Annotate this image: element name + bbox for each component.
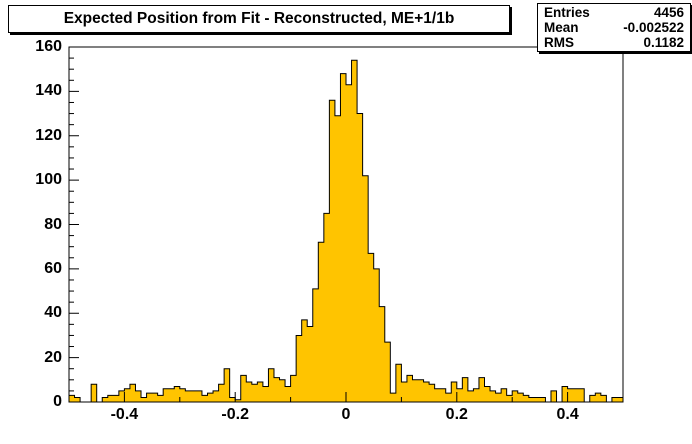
stat-row-mean: Mean -0.002522 — [538, 20, 690, 35]
histogram-bars — [68, 59, 624, 403]
stat-value-rms: 0.1182 — [643, 35, 684, 50]
y-tick-label: 80 — [44, 215, 62, 233]
y-tick-label: 100 — [35, 171, 62, 189]
stat-value-mean: -0.002522 — [623, 20, 684, 35]
stat-label-rms: RMS — [544, 35, 574, 50]
x-tick-label: 0.2 — [445, 406, 468, 423]
y-tick-label: 160 — [35, 38, 62, 55]
y-tick-label: 60 — [44, 259, 62, 277]
stats-box: Entries 4456 Mean -0.002522 RMS 0.1182 — [537, 3, 691, 52]
chart-title: Expected Position from Fit - Reconstruct… — [63, 10, 455, 27]
x-tick-label: -0.4 — [110, 406, 139, 423]
stat-value-entries: 4456 — [653, 5, 684, 20]
stat-label-mean: Mean — [544, 20, 579, 35]
y-tick-label: 140 — [35, 82, 62, 100]
y-tick-label: 20 — [44, 348, 62, 366]
y-tick-label: 0 — [53, 393, 62, 410]
y-tick-label: 40 — [44, 304, 62, 322]
x-tick-label: -0.2 — [221, 406, 249, 423]
y-tick-label: 120 — [35, 126, 62, 144]
stat-row-rms: RMS 0.1182 — [538, 35, 690, 50]
stat-row-entries: Entries 4456 — [538, 5, 690, 20]
x-tick-label: 0 — [341, 406, 351, 423]
x-tick-label: 0.4 — [556, 406, 579, 423]
stat-label-entries: Entries — [544, 5, 590, 20]
title-box: Expected Position from Fit - Reconstruct… — [8, 5, 510, 33]
